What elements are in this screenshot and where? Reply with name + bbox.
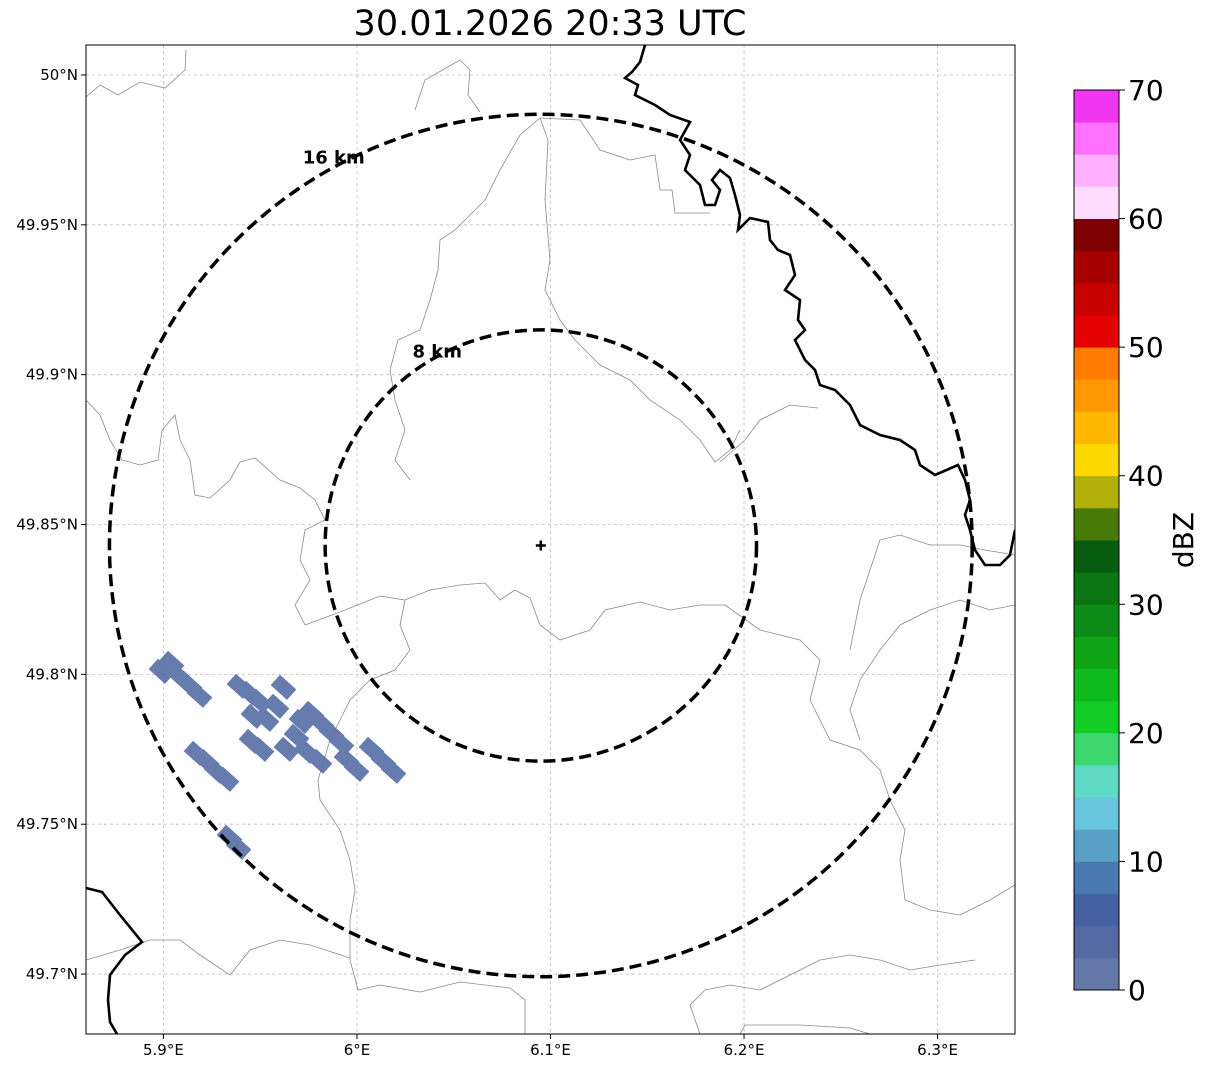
lat-tick-label: 49.7°N bbox=[26, 965, 78, 983]
range-ring bbox=[107, 112, 974, 979]
colorbar-segment bbox=[1074, 957, 1119, 991]
municipal-boundary bbox=[879, 534, 1015, 556]
municipal-boundary bbox=[739, 1024, 871, 1034]
municipal-boundary bbox=[86, 49, 187, 98]
lat-tick-label: 49.9°N bbox=[26, 366, 78, 384]
colorbar-segment bbox=[1074, 122, 1119, 155]
range-ring-label: 8 km bbox=[413, 341, 463, 362]
echo-cell bbox=[213, 766, 240, 792]
map-title: 30.01.2026 20:33 UTC bbox=[353, 4, 747, 44]
lon-tick-label: 6.2°E bbox=[724, 1041, 765, 1059]
colorbar-segment bbox=[1074, 572, 1119, 605]
colorbar-tick-label: 60 bbox=[1128, 203, 1164, 236]
colorbar-segment bbox=[1074, 829, 1119, 862]
colorbar-segment bbox=[1074, 443, 1119, 477]
colorbar-tick-label: 10 bbox=[1128, 845, 1164, 878]
municipal-boundary bbox=[86, 939, 351, 976]
colorbar-segment bbox=[1074, 732, 1119, 766]
colorbar-tick-label: 50 bbox=[1128, 331, 1164, 364]
echo-cell bbox=[306, 748, 333, 774]
colorbar-tick-label: 20 bbox=[1128, 717, 1164, 750]
echo-cell bbox=[148, 658, 175, 684]
colorbar-segment bbox=[1074, 925, 1119, 959]
boundaries bbox=[86, 45, 1015, 1034]
lat-tick-label: 49.75°N bbox=[16, 815, 78, 833]
echo-cell bbox=[328, 730, 355, 756]
municipal-boundary bbox=[414, 59, 481, 113]
radar-echoes bbox=[148, 650, 407, 860]
colorbar-segment bbox=[1074, 540, 1119, 573]
lat-tick-label: 49.85°N bbox=[16, 516, 78, 534]
colorbar-segment bbox=[1074, 315, 1119, 348]
colorbar-segment bbox=[1074, 700, 1119, 734]
municipal-boundary bbox=[724, 604, 1015, 916]
municipal-boundary bbox=[689, 954, 976, 1034]
echo-cell bbox=[253, 706, 280, 732]
echo-cell bbox=[380, 758, 407, 784]
echo-cell bbox=[288, 708, 315, 734]
colorbar-label: dBZ bbox=[1167, 512, 1200, 568]
gridlines bbox=[86, 45, 1015, 1034]
colorbar-tick-label: 30 bbox=[1128, 588, 1164, 621]
colorbar-segment bbox=[1074, 154, 1119, 187]
colorbar-segment bbox=[1074, 186, 1119, 219]
colorbar-tick-label: 40 bbox=[1128, 460, 1164, 493]
echo-cell bbox=[343, 756, 370, 782]
colorbar-segment bbox=[1074, 282, 1119, 316]
colorbar-segment bbox=[1074, 765, 1119, 798]
colorbar-tick-label: 0 bbox=[1128, 974, 1146, 1007]
municipal-boundary bbox=[849, 599, 1015, 741]
echo-cell bbox=[273, 736, 300, 762]
national-border bbox=[622, 45, 1015, 567]
lon-tick-label: 6.1°E bbox=[530, 1041, 571, 1059]
range-ring-label: 16 km bbox=[303, 147, 365, 168]
colorbar-segment bbox=[1074, 507, 1119, 541]
lat-tick-label: 49.95°N bbox=[16, 216, 78, 234]
colorbar-frame bbox=[1073, 89, 1120, 991]
municipal-boundary bbox=[317, 599, 526, 1034]
colorbar: 0 10 20 30 40 50 60 70 dBZ bbox=[1073, 74, 1200, 1007]
range-ring bbox=[323, 328, 759, 763]
colorbar-tick-label: 70 bbox=[1128, 74, 1164, 107]
longitude-ticks: 5.9°E 6°E 6.1°E 6.2°E 6.3°E bbox=[143, 1034, 958, 1059]
colorbar-segment bbox=[1074, 379, 1119, 412]
lon-tick-label: 5.9°E bbox=[143, 1041, 184, 1059]
range-rings: 8 km 16 km bbox=[107, 112, 974, 979]
colorbar-segment bbox=[1074, 475, 1119, 509]
echo-cell bbox=[248, 736, 275, 762]
municipal-boundary bbox=[539, 117, 710, 214]
colorbar-segment bbox=[1074, 347, 1119, 380]
lat-tick-label: 49.8°N bbox=[26, 665, 78, 683]
colorbar-segment bbox=[1074, 218, 1119, 252]
colorbar-segment bbox=[1074, 250, 1119, 284]
echo-cell bbox=[270, 674, 297, 700]
echo-cell bbox=[225, 834, 252, 860]
radar-site-marker bbox=[535, 540, 546, 551]
colorbar-segment bbox=[1074, 90, 1119, 123]
national-border bbox=[86, 886, 144, 1034]
municipal-boundary bbox=[719, 404, 819, 463]
municipal-boundary bbox=[539, 117, 741, 463]
colorbar-segment bbox=[1074, 861, 1119, 894]
echo-cell bbox=[263, 693, 290, 719]
colorbar-segment bbox=[1074, 797, 1119, 830]
echo-cell bbox=[246, 688, 273, 714]
municipal-boundary bbox=[389, 117, 541, 481]
colorbar-segment bbox=[1074, 668, 1119, 702]
colorbar-segment bbox=[1074, 893, 1119, 927]
municipal-boundary bbox=[86, 399, 725, 641]
colorbar-segment bbox=[1074, 411, 1119, 444]
municipal-boundary bbox=[849, 539, 881, 651]
colorbar-segment bbox=[1074, 604, 1119, 637]
lon-tick-label: 6°E bbox=[344, 1041, 371, 1059]
lat-tick-label: 50°N bbox=[40, 66, 78, 84]
latitude-ticks: 50°N 49.95°N 49.9°N 49.85°N 49.8°N 49.75°N 49.… bbox=[16, 66, 86, 983]
lon-tick-label: 6.3°E bbox=[917, 1041, 958, 1059]
colorbar-segment bbox=[1074, 636, 1119, 669]
echo-cell bbox=[186, 682, 213, 708]
